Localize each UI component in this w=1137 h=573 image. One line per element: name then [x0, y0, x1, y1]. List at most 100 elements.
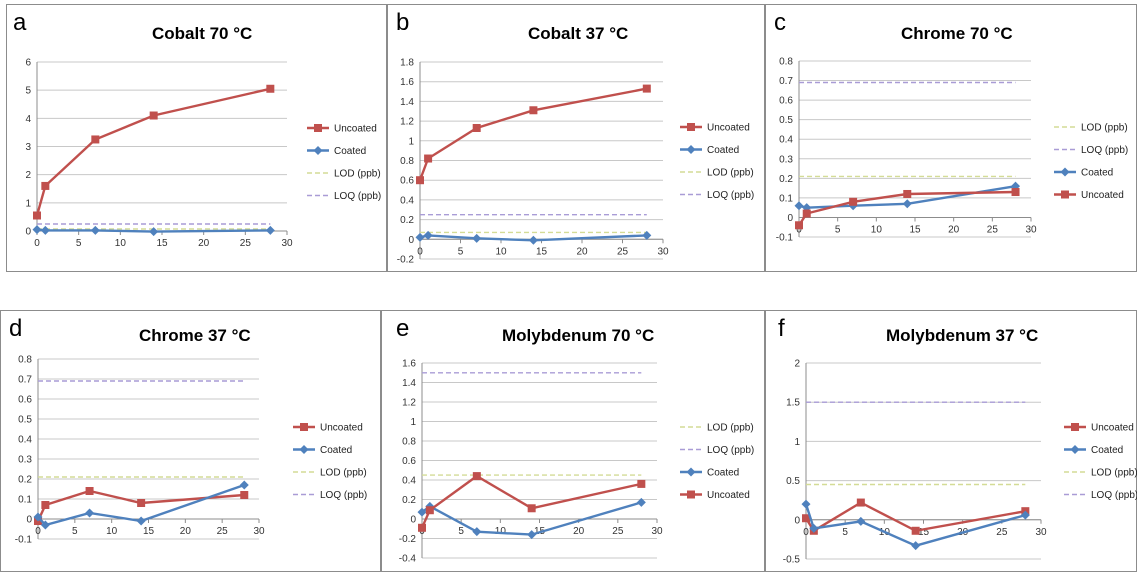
y-tick-label: 1.2	[400, 117, 414, 128]
y-tick-label: 2	[794, 359, 800, 370]
legend-marker	[1071, 423, 1079, 431]
legend-label: Uncoated	[707, 490, 750, 501]
data-point-uncoated	[41, 181, 50, 190]
legend-entry: LOQ (ppb)	[1054, 145, 1128, 156]
y-tick-label: 0.1	[18, 495, 32, 506]
legend-entry: LOD (ppb)	[1064, 468, 1137, 479]
legend-marker	[299, 445, 309, 454]
series-line-uncoated	[418, 87, 648, 181]
legend-label: Coated	[707, 145, 739, 156]
legend-marker	[1061, 190, 1069, 199]
x-tick-label: 5	[835, 224, 841, 235]
legend-entry: LOQ (ppb)	[293, 490, 367, 501]
x-tick-label: 15	[918, 527, 930, 538]
y-tick-label: 5	[25, 86, 31, 97]
legend-entry: LOQ (ppb)	[1064, 490, 1137, 501]
data-point-uncoated	[903, 189, 912, 198]
y-tick-label: 0.6	[402, 456, 416, 467]
chart-svg: -0.200.20.40.60.811.21.41.61.80 5 10 15 20 25…	[397, 58, 754, 266]
x-tick-label: 15	[156, 238, 168, 249]
data-point-uncoated	[418, 523, 426, 532]
data-point-uncoated	[472, 123, 481, 132]
y-tick-label: 1.2	[402, 398, 416, 409]
legend-entry: LOQ (ppb)	[680, 445, 754, 456]
legend-label: LOD (ppb)	[707, 423, 754, 434]
y-tick-label: 1	[794, 437, 800, 448]
y-tick-label: 0.1	[779, 193, 793, 204]
legend-label: LOD (ppb)	[1081, 123, 1128, 134]
panel-letter: b	[396, 9, 410, 36]
legend-label: LOQ (ppb)	[707, 445, 754, 456]
y-tick-label: 1	[25, 198, 31, 209]
data-point-coated	[239, 480, 249, 490]
chart-title: Cobalt 37 °C	[528, 24, 629, 43]
legend-label: Coated	[707, 468, 739, 479]
y-tick-label: 6	[25, 58, 31, 69]
legend-label: LOQ (ppb)	[1081, 145, 1128, 156]
legend-entry: Coated	[680, 467, 739, 479]
data-point-uncoated	[149, 111, 158, 120]
x-tick-label: 30	[657, 246, 669, 257]
x-tick-label: 25	[617, 246, 629, 257]
y-tick-label: -0.2	[397, 255, 415, 266]
legend-entry: Uncoated	[307, 124, 377, 135]
grid: -0.4 -0.2 0 0.2 0.4 0.6 0.8 1 1.2 1.4 1.6	[399, 359, 657, 565]
chart-svg: 0 1 2 3 4 5 6 0 5 10 15 20 25 30 Uncoated Coated LOD (pp…	[25, 58, 381, 250]
data-point-uncoated	[856, 498, 865, 507]
chart-svg: -0.100.10.20.30.40.50.60.70.80 5 10 15 20 25 3…	[15, 355, 367, 546]
data-point-coated	[149, 227, 159, 237]
x-tick-label: 15	[143, 526, 155, 537]
data-point-coated	[801, 499, 811, 509]
legend-entry: Coated	[1064, 445, 1123, 456]
data-point-coated	[809, 523, 819, 533]
legend-label: LOQ (ppb)	[707, 190, 754, 201]
data-point-coated	[528, 235, 538, 245]
data-point-uncoated	[849, 197, 858, 206]
data-point-coated	[265, 225, 275, 235]
data-point-coated	[902, 199, 912, 209]
panel-letter: e	[396, 315, 410, 342]
panel-letter: c	[774, 9, 786, 36]
y-tick-label: 0	[408, 235, 414, 246]
y-tick-label: 0	[787, 213, 793, 224]
panel-letter: f	[778, 315, 785, 342]
legend-marker	[686, 145, 696, 154]
legend-entry: Uncoated	[1064, 423, 1134, 434]
y-tick-label: 0.5	[786, 476, 800, 487]
y-tick-label: -0.1	[15, 535, 33, 546]
grid: -0.100.10.20.30.40.50.60.70.8	[776, 57, 1031, 244]
chart-title: Chrome 70 °C	[901, 24, 1013, 43]
data-point-coated	[472, 527, 482, 537]
y-tick-label: 0.6	[779, 96, 793, 107]
chart-title: Cobalt 70 °C	[152, 24, 253, 43]
legend-label: LOD (ppb)	[320, 468, 367, 479]
data-point-coated	[636, 497, 646, 507]
data-point-coated	[856, 516, 866, 526]
x-tick-label: 20	[576, 246, 588, 257]
y-tick-label: 0.7	[18, 375, 32, 386]
x-tick-label: 0	[417, 246, 423, 257]
x-tick-label: 20	[573, 526, 585, 537]
grid: -0.200.20.40.60.811.21.41.61.8	[397, 58, 663, 266]
y-tick-label: 0.4	[779, 135, 793, 146]
x-tick-label: 30	[253, 526, 265, 537]
legend-marker	[687, 490, 695, 499]
data-point-uncoated	[85, 487, 94, 495]
y-tick-label: 0.8	[18, 355, 32, 366]
y-tick-label: 0.2	[402, 495, 416, 506]
x-tick-label: 5	[72, 526, 78, 537]
data-point-uncoated	[41, 501, 50, 509]
legend-label: Coated	[1081, 168, 1113, 179]
legend-entry: Uncoated	[680, 490, 750, 501]
y-tick-label: 4	[25, 114, 31, 125]
chart-svg: -0.500.511.520 5 10 15 20 25 30UncoatedCoatedL…	[783, 359, 1137, 566]
y-tick-label: -0.5	[783, 555, 801, 566]
x-tick-label: 10	[871, 224, 883, 235]
x-tick-label: 30	[1035, 527, 1047, 538]
legend-marker	[1070, 445, 1080, 454]
legend-label: LOQ (ppb)	[320, 490, 367, 501]
x-tick-label: 5	[842, 527, 848, 538]
x-tick-label: 10	[115, 238, 127, 249]
legend-label: Coated	[320, 445, 352, 456]
legend-label: Uncoated	[1091, 423, 1134, 434]
